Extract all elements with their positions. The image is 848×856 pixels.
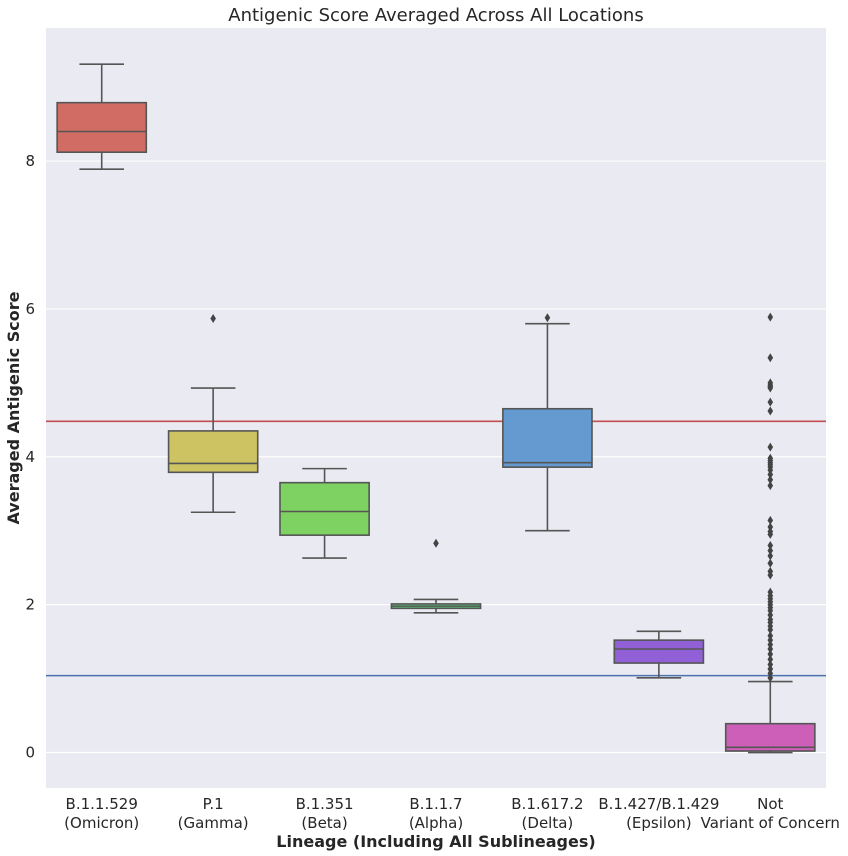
outlier-point	[767, 383, 774, 393]
y-tick-label: 6	[25, 300, 35, 318]
outlier-point	[767, 541, 774, 551]
reference-lines	[46, 420, 826, 677]
x-tick-sublabel: (Alpha)	[409, 814, 463, 832]
outlier-point	[767, 625, 774, 635]
x-tick-labels: B.1.1.529(Omicron) P.1(Gamma) B.1.351(Beta…	[64, 795, 840, 832]
outlier-point	[767, 515, 774, 525]
outlier-point	[767, 546, 774, 556]
y-axis-label: Averaged Antigenic Score	[4, 291, 23, 524]
y-tick-labels: 0 2 4 6 8	[25, 152, 35, 761]
outlier-point	[767, 644, 774, 654]
box-0	[56, 63, 148, 171]
x-tick-sublabel: (Beta)	[301, 814, 347, 832]
boxes	[56, 63, 816, 754]
box-iqr	[613, 639, 705, 664]
x-tick-label: B.1.1.7	[409, 795, 462, 813]
plot-background	[46, 28, 826, 788]
box-iqr	[167, 430, 259, 474]
outlier-point	[767, 551, 774, 561]
box-2	[279, 467, 370, 559]
x-tick-label: B.1.351	[296, 795, 354, 813]
outlier-point	[767, 570, 774, 580]
outlier-point	[767, 397, 774, 407]
x-tick-sublabel: (Gamma)	[178, 814, 249, 832]
box-iqr	[724, 722, 816, 752]
x-tick-label: B.1.427/B.1.429	[598, 795, 719, 813]
box-iqr	[502, 407, 593, 468]
y-tick-label: 4	[25, 448, 35, 466]
x-tick-label: Not	[757, 795, 783, 813]
outlier-point	[767, 442, 774, 452]
x-tick-label: B.1.617.2	[511, 795, 583, 813]
outlier-point	[767, 406, 774, 416]
box-3	[390, 538, 482, 614]
x-tick-sublabel: (Delta)	[522, 814, 574, 832]
x-tick-sublabel: (Epsilon)	[626, 814, 692, 832]
box-5	[613, 630, 705, 679]
outlier-point	[210, 314, 216, 324]
outlier-point	[767, 475, 774, 485]
box-iqr	[56, 101, 148, 154]
outlier-point	[767, 481, 774, 491]
box-iqr	[279, 481, 370, 536]
outlier-point	[767, 529, 774, 539]
outlier-point	[767, 649, 774, 659]
box-1	[167, 314, 259, 514]
outlier-point	[767, 558, 774, 568]
outlier-point	[433, 538, 439, 548]
y-tick-label: 8	[25, 152, 35, 170]
box-6	[724, 312, 816, 754]
x-tick-label: B.1.1.529	[66, 795, 138, 813]
y-tick-label: 2	[25, 596, 35, 614]
chart-title: Antigenic Score Averaged Across All Loca…	[228, 5, 643, 26]
outlier-point	[767, 470, 774, 480]
x-axis-label: Lineage (Including All Sublineages)	[276, 832, 595, 851]
outlier-point	[767, 312, 774, 322]
y-tick-label: 0	[25, 744, 35, 762]
x-tick-sublabel: Variant of Concern	[701, 814, 840, 832]
outlier-point	[767, 654, 774, 664]
x-tick-sublabel: (Omicron)	[64, 814, 139, 832]
outlier-point	[544, 313, 551, 323]
box-4	[502, 313, 593, 532]
outlier-point	[767, 353, 774, 363]
outlier-point	[767, 673, 774, 683]
x-tick-label: P.1	[203, 795, 224, 813]
